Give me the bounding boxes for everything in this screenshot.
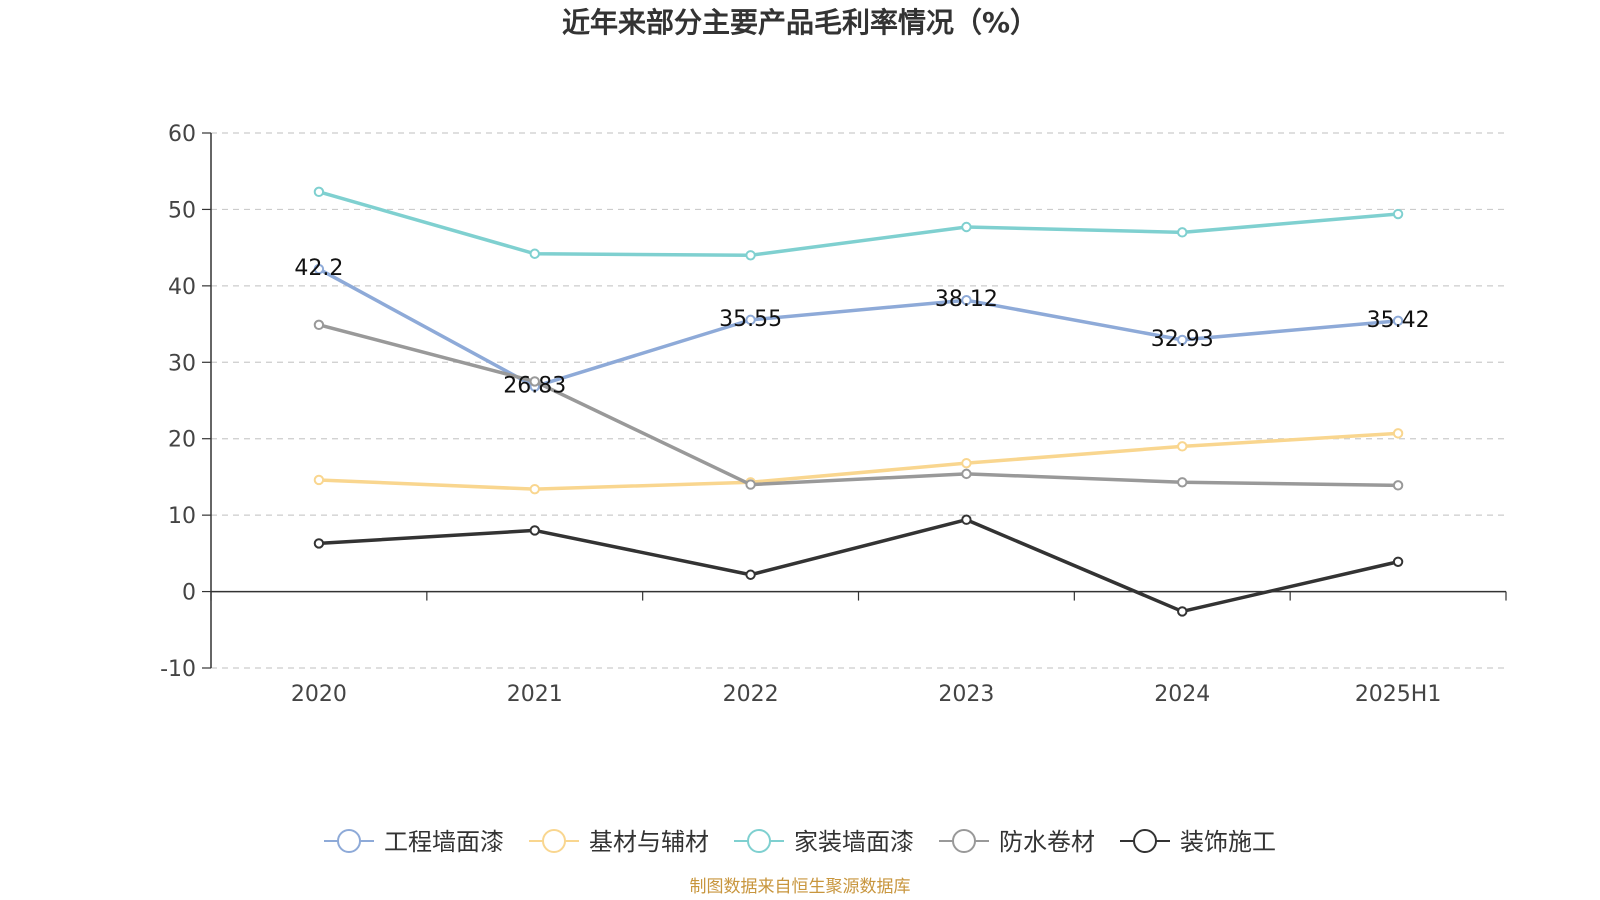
series-layer xyxy=(313,186,1404,617)
data-point[interactable] xyxy=(313,319,325,331)
legend-label: 防水卷材 xyxy=(999,828,1095,856)
series-line xyxy=(318,431,1399,491)
x-tick-label: 2020 xyxy=(291,682,347,707)
y-tick-label: 30 xyxy=(168,351,196,376)
data-point[interactable] xyxy=(1177,606,1188,617)
data-label: 35.55 xyxy=(719,307,782,332)
legend-label: 装饰施工 xyxy=(1180,828,1276,856)
legend-marker xyxy=(542,829,566,853)
source-note: 制图数据来自恒生聚源数据库 xyxy=(689,877,911,897)
data-point[interactable] xyxy=(313,538,325,549)
series-line xyxy=(318,517,1399,614)
chart-title: 近年来部分主要产品毛利率情况（%） xyxy=(561,6,1039,39)
data-point[interactable] xyxy=(961,221,972,233)
y-tick-label: 40 xyxy=(168,275,196,300)
x-tick-label: 2024 xyxy=(1154,682,1210,707)
data-point[interactable] xyxy=(1392,428,1404,439)
legend-item-3[interactable]: 防水卷材 xyxy=(939,828,1095,856)
legend-marker xyxy=(1133,829,1157,853)
legend-marker xyxy=(747,829,771,853)
data-point[interactable] xyxy=(745,569,756,580)
series-3 xyxy=(313,319,1404,491)
data-point[interactable] xyxy=(313,263,325,275)
data-point[interactable] xyxy=(1392,556,1404,567)
series-4 xyxy=(313,514,1404,617)
data-point[interactable] xyxy=(1392,315,1404,327)
y-tick-label: 50 xyxy=(168,198,196,223)
legend-item-4[interactable]: 装饰施工 xyxy=(1120,828,1276,856)
data-point[interactable] xyxy=(745,479,756,490)
legend-label: 基材与辅材 xyxy=(589,828,709,856)
data-point[interactable] xyxy=(961,514,972,525)
data-label: 26.83 xyxy=(503,374,566,399)
series-line xyxy=(318,267,1399,389)
data-point[interactable] xyxy=(1177,227,1188,238)
legend-item-2[interactable]: 家装墙面漆 xyxy=(734,828,914,856)
y-tick-label: -10 xyxy=(160,657,196,682)
legend-item-1[interactable]: 基材与辅材 xyxy=(529,828,709,856)
label-layer: 42.2 26.83 35.55 38.12 32.93 35.42 xyxy=(294,256,1429,398)
data-label: 38.12 xyxy=(935,287,998,312)
grid-layer xyxy=(211,132,1506,669)
data-point[interactable] xyxy=(961,468,972,480)
series-line xyxy=(318,323,1399,488)
legend-marker xyxy=(337,829,361,853)
legend-label: 家装墙面漆 xyxy=(794,828,914,856)
data-point[interactable] xyxy=(961,295,972,306)
y-tick-label: 10 xyxy=(168,504,196,529)
series-line xyxy=(318,190,1399,258)
data-point[interactable] xyxy=(1177,334,1188,346)
legend-label: 工程墙面漆 xyxy=(384,828,504,856)
data-point[interactable] xyxy=(1392,208,1404,220)
data-label: 42.2 xyxy=(294,256,343,281)
data-point[interactable] xyxy=(529,248,540,259)
data-point[interactable] xyxy=(745,314,756,326)
data-point[interactable] xyxy=(313,474,325,486)
data-label: 35.42 xyxy=(1367,308,1430,333)
x-tick-label: 2021 xyxy=(507,682,563,707)
data-point[interactable] xyxy=(529,376,540,387)
series-2 xyxy=(313,186,1404,261)
x-tick-label: 2025H1 xyxy=(1355,682,1442,707)
data-point[interactable] xyxy=(745,250,756,261)
data-point[interactable] xyxy=(1177,477,1188,488)
legend-item-0[interactable]: 工程墙面漆 xyxy=(324,828,504,856)
y-tick-label: 0 xyxy=(182,581,196,606)
data-point[interactable] xyxy=(1392,480,1404,491)
data-point[interactable] xyxy=(961,457,972,469)
axis-layer: -10 0 10 20 30 40 50 60 2020 2021 2022 2023 2024 2025… xyxy=(160,122,1507,707)
x-tick-label: 2023 xyxy=(938,682,994,707)
data-label: 32.93 xyxy=(1151,327,1214,352)
data-point[interactable] xyxy=(529,483,540,495)
data-point[interactable] xyxy=(1177,441,1188,452)
y-tick-label: 60 xyxy=(168,122,196,147)
legend-marker xyxy=(952,829,976,853)
y-tick-label: 20 xyxy=(168,428,196,453)
data-point[interactable] xyxy=(313,186,325,198)
series-0 xyxy=(313,263,1404,392)
data-point[interactable] xyxy=(529,525,540,536)
x-tick-label: 2022 xyxy=(723,682,779,707)
legend[interactable]: 工程墙面漆 基材与辅材 家装墙面漆 防水卷材 装饰施工 xyxy=(324,828,1276,856)
